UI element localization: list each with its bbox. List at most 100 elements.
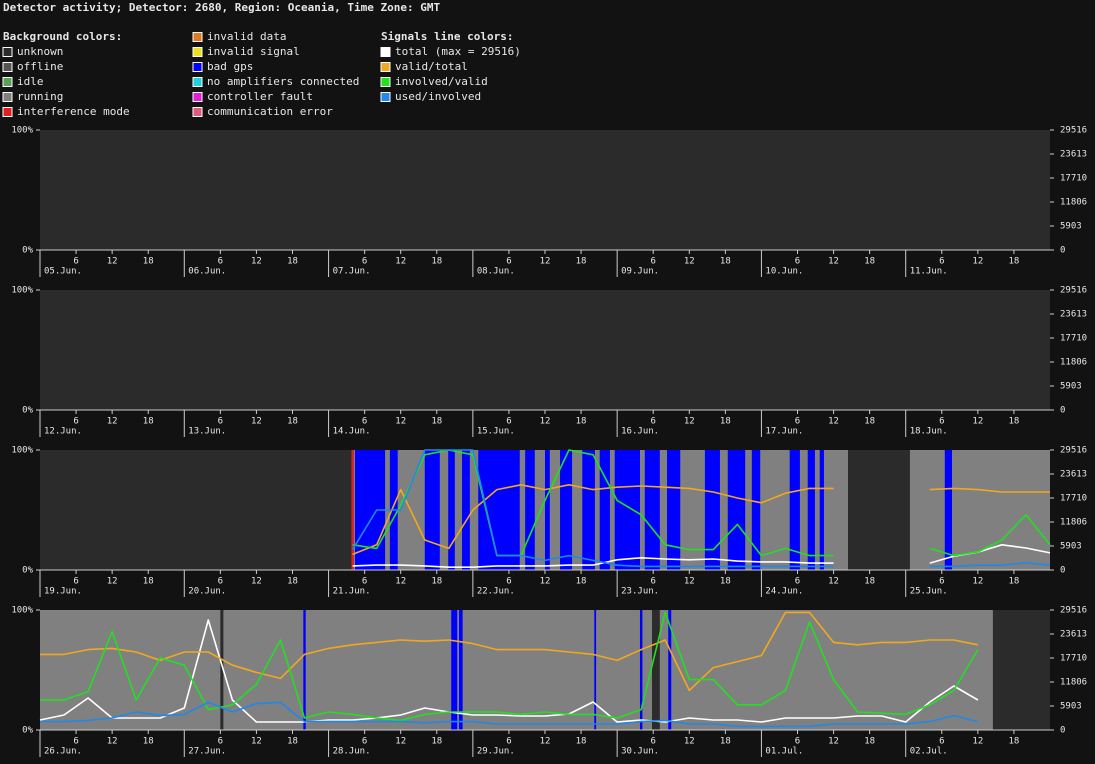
hour-tick-label: 12 — [107, 417, 118, 427]
hour-tick-label: 12 — [251, 737, 262, 747]
hour-tick-label: 18 — [576, 417, 587, 427]
day-label: 30.Jun. — [621, 747, 659, 757]
hour-tick-label: 6 — [73, 577, 78, 587]
status-segment — [727, 450, 746, 570]
status-segment — [424, 450, 440, 570]
legend-swatch — [192, 107, 203, 117]
hour-tick-label: 18 — [720, 417, 731, 427]
y2-tick-label: 23613 — [1060, 309, 1087, 319]
status-segment — [819, 450, 824, 570]
hour-tick-label: 12 — [828, 577, 839, 587]
hour-tick-label: 18 — [287, 257, 298, 267]
hour-tick-label: 12 — [395, 577, 406, 587]
day-label: 01.Jul. — [765, 747, 803, 757]
legend-title: Signals line colors: — [381, 30, 513, 43]
y-tick-label: 100% — [11, 126, 33, 136]
hour-tick-label: 18 — [431, 577, 442, 587]
legend-swatch — [192, 77, 203, 87]
hour-tick-label: 18 — [864, 257, 875, 267]
hour-tick-label: 6 — [939, 257, 944, 267]
hour-tick-label: 12 — [972, 577, 983, 587]
hour-tick-label: 6 — [795, 417, 800, 427]
hour-tick-label: 6 — [73, 257, 78, 267]
hour-tick-label: 6 — [795, 577, 800, 587]
legend-swatch — [192, 62, 203, 72]
status-segment — [351, 450, 354, 570]
y2-tick-label: 17710 — [1060, 333, 1087, 343]
legend-label: invalid signal — [207, 45, 300, 58]
y-tick-label: 0% — [22, 566, 33, 576]
y2-tick-label: 0 — [1060, 726, 1065, 736]
hour-tick-label: 18 — [576, 737, 587, 747]
hour-tick-label: 6 — [73, 737, 78, 747]
day-label: 20.Jun. — [188, 587, 226, 597]
signal-line — [352, 449, 1051, 557]
legend-swatch — [2, 92, 13, 102]
status-segment — [40, 610, 993, 730]
day-label: 13.Jun. — [188, 427, 226, 437]
y-tick-label: 0% — [22, 406, 33, 416]
y2-tick-label: 11806 — [1060, 678, 1087, 688]
legend-swatch — [2, 107, 13, 117]
hour-tick-label: 12 — [107, 257, 118, 267]
status-segment — [944, 450, 953, 570]
day-label: 16.Jun. — [621, 427, 659, 437]
status-segment — [614, 450, 640, 570]
legend-label: bad gps — [207, 60, 253, 73]
hour-tick-label: 12 — [251, 417, 262, 427]
y-tick-label: 100% — [11, 446, 33, 456]
legend-label: involved/valid — [395, 75, 488, 88]
hour-tick-label: 18 — [720, 737, 731, 747]
day-label: 15.Jun. — [477, 427, 515, 437]
status-segment — [462, 450, 470, 570]
day-label: 23.Jun. — [621, 587, 659, 597]
hour-tick-label: 6 — [362, 417, 367, 427]
hour-tick-label: 12 — [107, 737, 118, 747]
legend-label: interference mode — [17, 105, 130, 118]
legend-swatch — [380, 62, 391, 72]
hour-tick-label: 6 — [651, 577, 656, 587]
hour-tick-label: 18 — [431, 417, 442, 427]
legend-swatch — [2, 62, 13, 72]
hour-tick-label: 12 — [972, 737, 983, 747]
page-title: Detector activity; Detector: 2680, Regio… — [3, 1, 440, 14]
legend-swatch — [2, 77, 13, 87]
status-segment — [594, 610, 597, 730]
y-tick-label: 100% — [11, 606, 33, 616]
day-label: 05.Jun. — [44, 267, 82, 277]
hour-tick-label: 6 — [939, 737, 944, 747]
status-segment — [599, 450, 610, 570]
signal-line — [352, 544, 1051, 568]
hour-tick-label: 12 — [395, 737, 406, 747]
y2-tick-label: 17710 — [1060, 653, 1087, 663]
status-segment — [545, 450, 550, 570]
hour-tick-label: 12 — [828, 737, 839, 747]
y2-tick-label: 23613 — [1060, 149, 1087, 159]
y-tick-label: 0% — [22, 726, 33, 736]
signal-line — [40, 701, 979, 728]
status-segment — [652, 610, 660, 730]
legend-swatch — [192, 32, 203, 42]
hour-tick-label: 6 — [218, 257, 223, 267]
hour-tick-label: 18 — [720, 257, 731, 267]
plot-area — [40, 290, 1050, 410]
day-label: 19.Jun. — [44, 587, 82, 597]
status-segment — [478, 450, 520, 570]
status-segment — [639, 610, 643, 730]
legend-label: communication error — [207, 105, 333, 118]
hour-tick-label: 12 — [684, 417, 695, 427]
hour-tick-label: 6 — [506, 417, 511, 427]
status-segment — [667, 450, 681, 570]
signal-line — [352, 484, 1050, 556]
day-label: 08.Jun. — [477, 267, 515, 277]
status-segment — [303, 610, 306, 730]
day-label: 28.Jun. — [333, 747, 371, 757]
y2-tick-label: 5903 — [1060, 222, 1082, 232]
hour-tick-label: 6 — [939, 417, 944, 427]
legend-label: valid/total — [395, 60, 468, 73]
day-label: 22.Jun. — [477, 587, 515, 597]
status-segment — [525, 450, 535, 570]
y2-tick-label: 29516 — [1060, 286, 1087, 296]
hour-tick-label: 12 — [972, 257, 983, 267]
